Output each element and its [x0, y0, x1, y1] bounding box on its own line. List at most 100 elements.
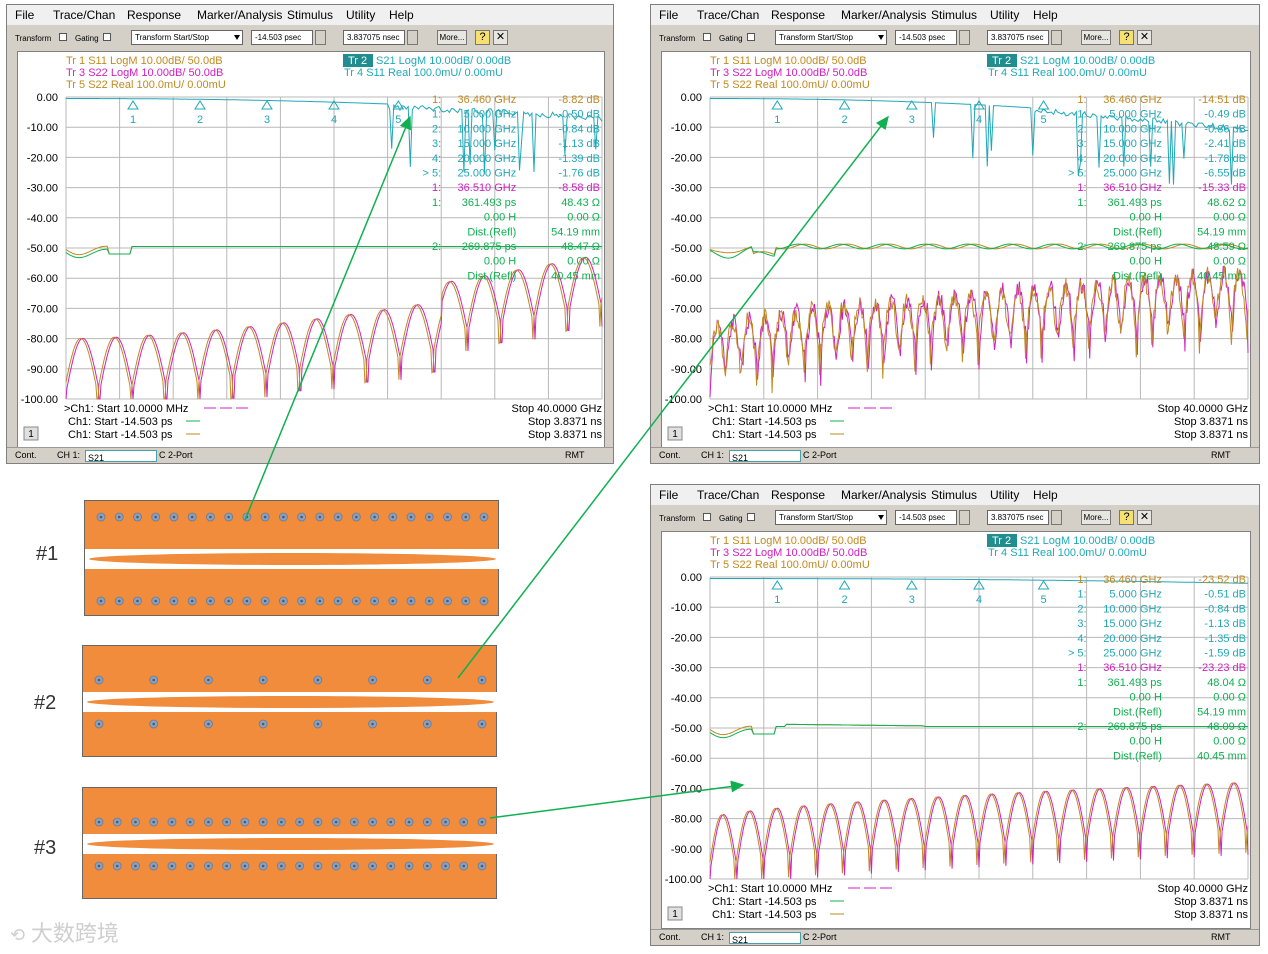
trace-legend[interactable]: Tr 5 S22 Real 100.0mU/ 0.00mU	[66, 79, 226, 91]
gating-checkbox[interactable]	[747, 33, 755, 41]
trace-legend[interactable]: Tr 1 S11 LogM 10.00dB/ 50.0dB	[710, 535, 867, 547]
menu-tracechan[interactable]: Trace/Chan	[697, 488, 760, 502]
marker-response: -8.58 dB	[558, 182, 600, 194]
vna-window-1: File Trace/Chan Response Marker/Analysis Sti…	[6, 4, 614, 464]
start-time-input[interactable]: -14.503 psec	[251, 30, 313, 45]
help-icon[interactable]: ?	[1119, 510, 1134, 525]
stop-spin-button[interactable]	[407, 30, 418, 45]
marker-index: 2:	[1077, 123, 1086, 135]
menu-utility[interactable]: Utility	[346, 8, 376, 22]
status-bar: Cont. CH 1: S21 C 2-Port RMT	[651, 447, 1259, 463]
trace-legend[interactable]: Tr 4 S11 Real 100.0mU/ 0.00mU	[344, 67, 503, 79]
trace-legend[interactable]: Tr 4 S11 Real 100.0mU/ 0.00mU	[988, 547, 1147, 559]
trace-legend[interactable]: Tr 4 S11 Real 100.0mU/ 0.00mU	[988, 67, 1147, 79]
active-trace-label[interactable]: Tr 2	[992, 535, 1011, 547]
start-time-input[interactable]: -14.503 psec	[895, 30, 957, 45]
via-hole	[300, 599, 303, 603]
more-button[interactable]: More...	[1081, 510, 1111, 525]
trace-legend[interactable]: Tr 3 S22 LogM 10.00dB/ 50.0dB	[710, 547, 867, 559]
transform-mode-select[interactable]: Transform Start/Stop	[775, 30, 887, 45]
status-param-field[interactable]: S21	[729, 932, 801, 945]
stop-time-input[interactable]: 3.837075 nsec	[343, 30, 405, 45]
active-trace-label[interactable]: Tr 2	[992, 55, 1011, 67]
s22-trace	[709, 782, 1249, 880]
menu-tracechan[interactable]: Trace/Chan	[53, 8, 116, 22]
gating-checkbox[interactable]	[747, 513, 755, 521]
start-time-input[interactable]: -14.503 psec	[895, 510, 957, 525]
more-button[interactable]: More...	[437, 30, 467, 45]
via-hole	[172, 599, 176, 603]
help-icon[interactable]: ?	[1119, 30, 1134, 45]
trace-legend[interactable]: S21 LogM 10.00dB/ 0.00dB	[1020, 55, 1155, 67]
menu-help[interactable]: Help	[389, 8, 414, 22]
marker-number: 1	[130, 114, 136, 126]
menu-help[interactable]: Help	[1033, 488, 1058, 502]
menu-utility[interactable]: Utility	[990, 8, 1020, 22]
menu-help[interactable]: Help	[1033, 8, 1058, 22]
gating-checkbox[interactable]	[103, 33, 111, 41]
status-param-field[interactable]: S21	[85, 450, 157, 463]
trace-legend[interactable]: Tr 3 S22 LogM 10.00dB/ 50.0dB	[710, 67, 867, 79]
plot-area: 0.00 -10.00 -20.00 -30.00 -40.00 -50.00 -60.00…	[17, 51, 605, 449]
trace-legend[interactable]: S21 LogM 10.00dB/ 0.00dB	[376, 55, 511, 67]
transform-mode-select[interactable]: Transform Start/Stop	[775, 510, 887, 525]
active-trace-label[interactable]: Tr 2	[348, 55, 367, 67]
menu-response[interactable]: Response	[771, 488, 826, 502]
marker-stimulus: 0.00 H	[1129, 256, 1161, 268]
trace-legend[interactable]: Tr 1 S11 LogM 10.00dB/ 50.0dB	[710, 55, 867, 67]
start-spin-button[interactable]	[959, 510, 970, 525]
close-icon[interactable]: ✕	[1137, 30, 1152, 45]
marker-stimulus: 269.875 ps	[462, 241, 517, 253]
trace-legend[interactable]: Tr 3 S22 LogM 10.00dB/ 50.0dB	[66, 67, 223, 79]
stop-spin-button[interactable]	[1051, 30, 1062, 45]
menu-file[interactable]: File	[15, 8, 35, 22]
marker-index: 2:	[1077, 603, 1086, 615]
marker-triangle	[838, 580, 851, 590]
marker-stimulus: 361.493 ps	[1107, 677, 1162, 689]
transform-mode-select[interactable]: Transform Start/Stop	[131, 30, 243, 45]
y-tick-label: -30.00	[27, 183, 58, 195]
via-hole	[298, 820, 301, 824]
y-tick-label: -50.00	[671, 723, 702, 735]
start-spin-button[interactable]	[315, 30, 326, 45]
menu-stimulus[interactable]: Stimulus	[931, 8, 978, 22]
marker-response: -1.35 dB	[1204, 633, 1246, 645]
marker-triangle	[973, 580, 985, 590]
marker-index: 2:	[432, 241, 441, 253]
toolbar: Transform Gating Transform Start/Stop -14.5…	[651, 25, 1259, 51]
menu-markeranalysis[interactable]: Marker/Analysis	[841, 488, 927, 502]
menu-file[interactable]: File	[659, 8, 679, 22]
marker-index: 3:	[432, 138, 441, 150]
menu-response[interactable]: Response	[127, 8, 182, 22]
transform-checkbox[interactable]	[703, 33, 711, 41]
close-icon[interactable]: ✕	[1137, 510, 1152, 525]
stop-time-input[interactable]: 3.837075 nsec	[987, 510, 1049, 525]
marker-index: 4:	[1077, 153, 1086, 165]
via-hole	[154, 515, 158, 519]
menu-stimulus[interactable]: Stimulus	[931, 488, 978, 502]
footer-stop-freq: Stop 40.0000 GHz	[511, 403, 602, 415]
menu-tracechan[interactable]: Trace/Chan	[697, 8, 760, 22]
stop-spin-button[interactable]	[1051, 510, 1062, 525]
trace-legend[interactable]: Tr 1 S11 LogM 10.00dB/ 50.0dB	[66, 55, 223, 67]
menu-file[interactable]: File	[659, 488, 679, 502]
status-param-field[interactable]: S21	[729, 450, 801, 463]
trace-legend[interactable]: Tr 5 S22 Real 100.0mU/ 0.00mU	[710, 559, 870, 571]
via-hole	[152, 820, 156, 824]
trace-legend[interactable]: Tr 5 S22 Real 100.0mU/ 0.00mU	[710, 79, 870, 91]
menu-markeranalysis[interactable]: Marker/Analysis	[197, 8, 283, 22]
menu-response[interactable]: Response	[771, 8, 826, 22]
transform-checkbox[interactable]	[703, 513, 711, 521]
transform-checkbox[interactable]	[59, 33, 67, 41]
menu-markeranalysis[interactable]: Marker/Analysis	[841, 8, 927, 22]
help-icon[interactable]: ?	[475, 30, 490, 45]
trace-legend[interactable]: S21 LogM 10.00dB/ 0.00dB	[1020, 535, 1155, 547]
close-icon[interactable]: ✕	[493, 30, 508, 45]
stop-time-input[interactable]: 3.837075 nsec	[987, 30, 1049, 45]
start-spin-button[interactable]	[959, 30, 970, 45]
y-tick-label: -20.00	[27, 152, 58, 164]
marker-stimulus: 36.460 GHz	[1103, 94, 1162, 106]
menu-stimulus[interactable]: Stimulus	[287, 8, 334, 22]
more-button[interactable]: More...	[1081, 30, 1111, 45]
menu-utility[interactable]: Utility	[990, 488, 1020, 502]
